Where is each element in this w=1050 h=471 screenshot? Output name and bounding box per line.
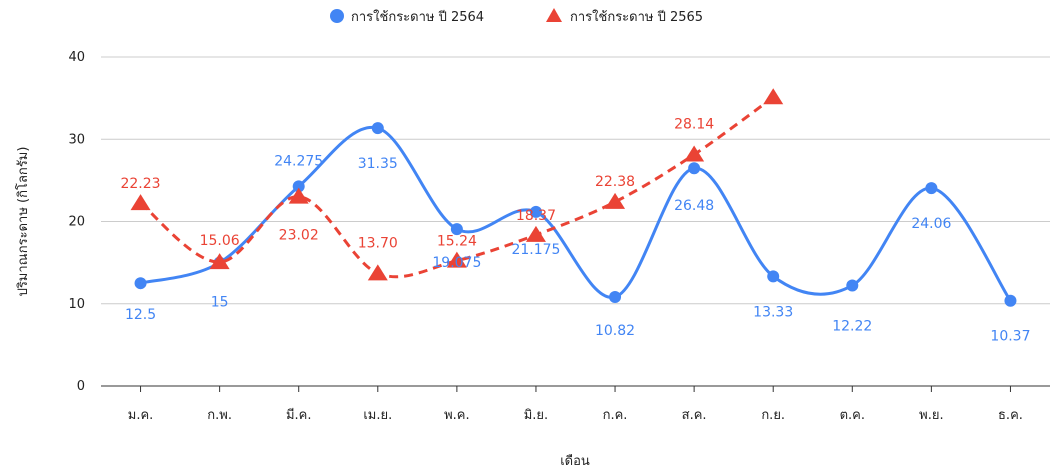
data-point (367, 264, 388, 281)
x-tick-label: ก.ค. (603, 408, 628, 423)
x-tick-label: ก.พ. (207, 408, 232, 423)
data-label: 13.70 (358, 235, 398, 251)
data-point (684, 145, 705, 162)
legend-triangle-marker (546, 8, 562, 22)
x-axis-title: เดือน (560, 453, 590, 469)
data-label: 24.275 (274, 153, 323, 169)
series-line (139, 96, 775, 279)
data-label: 10.37 (990, 329, 1030, 345)
x-tick-label: มี.ค. (286, 407, 312, 423)
x-tick-label: เม.ย. (363, 408, 392, 423)
data-point (130, 194, 151, 211)
x-tick-label: พ.ค. (444, 408, 470, 423)
legend-circle-marker (330, 9, 344, 23)
data-point (450, 223, 463, 236)
y-tick-label: 20 (68, 215, 85, 230)
data-point (525, 225, 546, 242)
data-labels-layer: 12.5 15 24.275 31.35 19.075 21.175 10.82 26.48 1… (120, 117, 1030, 345)
data-label: 19.075 (432, 255, 481, 271)
y-axis-title: ปริมาณกระดาษ (กิโลกรัม) (15, 147, 31, 297)
data-point (292, 180, 305, 193)
y-axis-ticks: 0 10 20 30 40 (68, 50, 85, 394)
legend: การใช้กระดาษ ปี 2564 การใช้กระดาษ ปี 2565 (330, 8, 703, 25)
data-label: 22.38 (595, 174, 635, 190)
data-label: 23.02 (279, 228, 319, 244)
gridlines (101, 56, 1050, 305)
x-axis-ticks: ม.ค. ก.พ. มี.ค. เม.ย. พ.ค. มิ.ย. ก.ค. ส.ค. ก.ย. ต… (128, 386, 1023, 423)
data-label: 15 (211, 295, 229, 311)
y-tick-label: 0 (77, 379, 85, 394)
data-label: 15.06 (200, 233, 240, 249)
y-tick-label: 10 (68, 297, 85, 312)
data-point (1004, 294, 1017, 307)
y-tick-label: 30 (68, 132, 85, 147)
data-label: 13.33 (753, 304, 793, 320)
data-label: 12.5 (125, 307, 156, 323)
y-tick-label: 40 (68, 50, 85, 65)
data-point (529, 205, 542, 218)
data-label: 28.14 (674, 117, 714, 133)
data-point (209, 253, 230, 270)
data-label: 10.82 (595, 323, 635, 339)
data-label: 18.37 (516, 208, 556, 224)
x-tick-label: พ.ย. (919, 408, 943, 423)
data-label: 26.48 (674, 198, 714, 214)
data-label: 15.24 (437, 234, 477, 250)
data-point (767, 270, 780, 283)
data-point (371, 122, 384, 135)
data-point (846, 279, 859, 292)
data-label: 12.22 (832, 318, 872, 334)
legend-label: การใช้กระดาษ ปี 2564 (351, 9, 484, 25)
x-tick-label: ก.ย. (761, 408, 785, 423)
data-label: 24.06 (911, 216, 951, 232)
data-point (288, 187, 309, 204)
legend-label: การใช้กระดาษ ปี 2565 (570, 9, 703, 25)
x-tick-label: ส.ค. (682, 408, 707, 423)
data-label: 22.23 (120, 176, 160, 192)
series-layer (130, 88, 1017, 307)
data-label: 31.35 (358, 156, 398, 172)
data-point (688, 162, 701, 175)
x-tick-label: ม.ค. (128, 408, 154, 423)
data-point (605, 192, 626, 209)
data-point (446, 251, 467, 268)
data-label: 21.175 (511, 242, 560, 258)
data-point (763, 88, 784, 105)
data-point (925, 182, 938, 195)
x-tick-label: ธ.ค. (998, 408, 1023, 423)
x-tick-label: ต.ค. (840, 408, 865, 423)
data-point (609, 291, 622, 304)
data-point (134, 277, 147, 290)
x-tick-label: มิ.ย. (524, 408, 548, 423)
